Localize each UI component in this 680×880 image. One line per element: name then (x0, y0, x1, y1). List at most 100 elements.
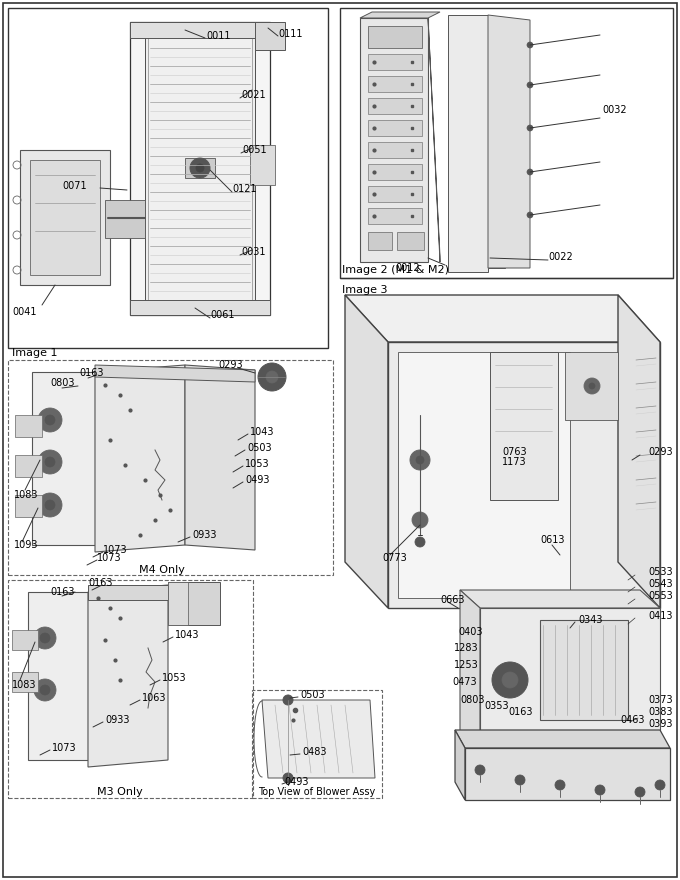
Circle shape (475, 765, 485, 775)
Circle shape (492, 662, 528, 698)
Text: 0763: 0763 (502, 447, 526, 457)
Text: 0031: 0031 (241, 247, 265, 257)
Circle shape (502, 672, 518, 688)
Circle shape (595, 785, 605, 795)
Text: 0933: 0933 (105, 715, 129, 725)
Text: 0413: 0413 (648, 611, 673, 621)
Circle shape (416, 456, 424, 464)
Text: 1283: 1283 (454, 643, 479, 653)
Polygon shape (130, 300, 270, 315)
Text: 0803: 0803 (50, 378, 75, 388)
Circle shape (635, 787, 645, 797)
Text: 0071: 0071 (62, 181, 86, 191)
Polygon shape (30, 160, 100, 275)
Bar (8, 8, 328, 348)
Circle shape (527, 42, 533, 48)
Polygon shape (12, 672, 38, 692)
Polygon shape (185, 365, 255, 550)
Text: 1063: 1063 (142, 693, 167, 703)
Bar (340, 8, 673, 278)
Circle shape (527, 212, 533, 218)
Polygon shape (448, 15, 505, 272)
Text: 0933: 0933 (192, 530, 216, 540)
Text: 0293: 0293 (218, 360, 243, 370)
Text: Top View of Blower Assy: Top View of Blower Assy (258, 787, 375, 797)
Circle shape (412, 512, 428, 528)
Bar (368, 164, 422, 180)
Bar (368, 186, 422, 202)
Polygon shape (250, 145, 275, 185)
Text: 0111: 0111 (278, 29, 303, 39)
Polygon shape (388, 342, 660, 608)
Polygon shape (88, 585, 168, 600)
Circle shape (555, 780, 565, 790)
Circle shape (410, 450, 430, 470)
Text: 1053: 1053 (162, 673, 186, 683)
Polygon shape (360, 18, 428, 262)
Text: 0163: 0163 (88, 578, 112, 588)
Circle shape (283, 773, 293, 783)
Text: M4 Only: M4 Only (139, 565, 185, 575)
Text: 0503: 0503 (247, 443, 271, 453)
Circle shape (415, 537, 425, 547)
Bar (368, 76, 422, 92)
Text: 1083: 1083 (12, 680, 37, 690)
Polygon shape (130, 22, 270, 315)
Circle shape (38, 450, 62, 474)
Bar (368, 54, 422, 70)
Bar (252, 690, 382, 798)
Text: 0373: 0373 (648, 695, 673, 705)
Bar (397, 232, 424, 250)
Text: 0553: 0553 (648, 591, 673, 601)
Polygon shape (15, 415, 42, 437)
Circle shape (40, 633, 50, 643)
Text: 1173: 1173 (502, 457, 526, 467)
Polygon shape (460, 590, 660, 608)
Text: 0061: 0061 (210, 310, 235, 320)
Circle shape (34, 627, 56, 649)
Polygon shape (345, 295, 388, 608)
Text: 1083: 1083 (14, 490, 39, 500)
Polygon shape (618, 295, 660, 608)
Text: 1053: 1053 (245, 459, 270, 469)
Polygon shape (168, 582, 220, 625)
Circle shape (190, 158, 210, 178)
Circle shape (283, 695, 293, 705)
Polygon shape (490, 352, 558, 500)
Circle shape (45, 415, 55, 425)
Text: 0012: 0012 (395, 263, 420, 273)
Text: 0493: 0493 (245, 475, 269, 485)
Text: Image 3: Image 3 (342, 285, 388, 295)
Polygon shape (540, 620, 628, 720)
Polygon shape (95, 365, 185, 552)
Text: 0163: 0163 (508, 707, 532, 717)
Text: 1073: 1073 (97, 553, 122, 563)
Polygon shape (565, 352, 618, 420)
Circle shape (45, 457, 55, 467)
Polygon shape (28, 592, 88, 760)
Bar (368, 120, 422, 136)
Polygon shape (145, 30, 255, 308)
Text: M3 Only: M3 Only (97, 787, 143, 797)
Polygon shape (488, 15, 530, 268)
Text: 0463: 0463 (620, 715, 645, 725)
Text: 0473: 0473 (452, 677, 477, 687)
Polygon shape (95, 365, 255, 382)
Circle shape (40, 685, 50, 695)
Polygon shape (460, 590, 480, 750)
Text: Image 2 (M1 & M2): Image 2 (M1 & M2) (342, 265, 449, 275)
Text: 0383: 0383 (648, 707, 673, 717)
Text: Image 1: Image 1 (12, 348, 58, 358)
Text: 0032: 0032 (602, 105, 627, 115)
Polygon shape (455, 730, 465, 800)
Circle shape (38, 408, 62, 432)
Polygon shape (12, 630, 38, 650)
Text: 0041: 0041 (12, 307, 37, 317)
Circle shape (515, 775, 525, 785)
Text: 1073: 1073 (103, 545, 128, 555)
Text: 0051: 0051 (242, 145, 267, 155)
Text: 0663: 0663 (440, 595, 464, 605)
Text: 0293: 0293 (648, 447, 673, 457)
Bar (8, 360, 333, 575)
Text: 0493: 0493 (284, 777, 309, 787)
